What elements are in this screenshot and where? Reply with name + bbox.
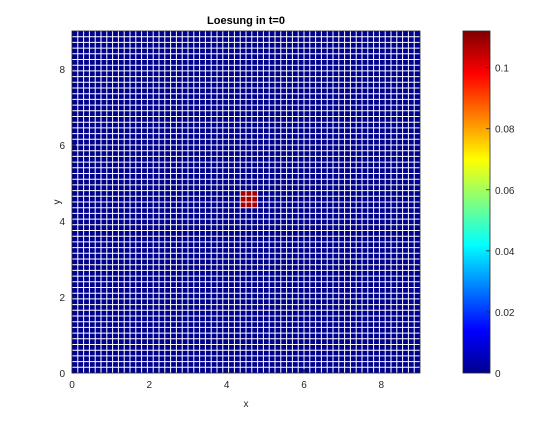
- x-tick-label: 4: [224, 380, 230, 391]
- grid-lines: [72, 31, 420, 373]
- y-axis-label: y: [52, 200, 63, 205]
- plot-area-border: [71, 30, 421, 374]
- y-tick-label: 2: [59, 293, 65, 304]
- chart-title: Loesung in t=0: [207, 15, 285, 27]
- y-tick-label: 4: [59, 217, 65, 228]
- colorbar-tick-label: 0.06: [495, 186, 515, 197]
- colorbar-tick-label: 0.04: [495, 247, 515, 258]
- colorbar-tick-label: 0.02: [495, 308, 515, 319]
- colorbar-ticks: 0 0.02 0.04 0.06 0.08 0.1: [486, 64, 515, 380]
- x-tick-label: 0: [69, 380, 75, 391]
- colorbar: [462, 30, 491, 374]
- colorbar-tick-label: 0.1: [495, 64, 509, 75]
- x-tick-label: 8: [379, 380, 385, 391]
- colorbar-tick-label: 0.08: [495, 125, 515, 136]
- hot-cell: [240, 190, 258, 208]
- colorbar-tick-label: 0: [495, 369, 501, 380]
- hot-region: [240, 190, 258, 208]
- y-tick-label: 8: [59, 65, 65, 76]
- y-axis: 0 2 4 6 8: [59, 65, 76, 380]
- y-tick-label: 0: [59, 369, 65, 380]
- x-axis-label: x: [244, 399, 249, 410]
- x-tick-label: 2: [147, 380, 153, 391]
- y-tick-label: 6: [59, 141, 65, 152]
- x-tick-label: 6: [301, 380, 307, 391]
- x-axis: 0 2 4 6 8: [69, 369, 385, 391]
